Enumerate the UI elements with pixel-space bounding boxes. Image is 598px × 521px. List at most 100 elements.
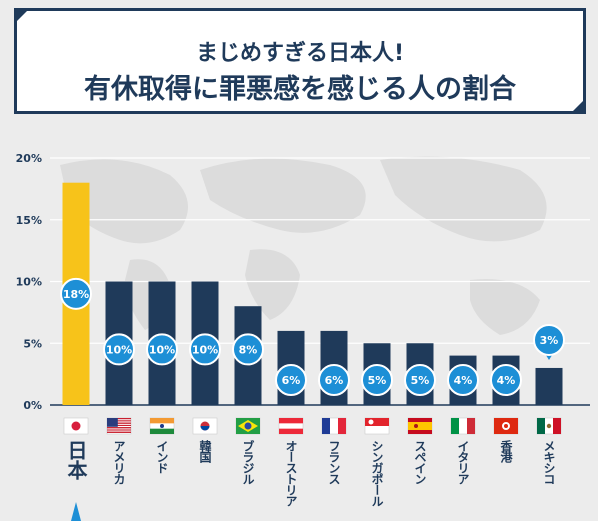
flag-stripe: [408, 422, 432, 430]
data-label-bubble: 6%: [318, 364, 350, 396]
data-label: 6%: [325, 374, 344, 387]
spain-flag: [407, 417, 433, 435]
data-label-bubble: 4%: [447, 364, 479, 396]
data-label: 10%: [106, 343, 132, 356]
flag-stripe: [107, 418, 118, 427]
data-label-bubble: 6%: [275, 364, 307, 396]
korea-flag: [192, 417, 218, 435]
country-label: オーストリア: [284, 440, 298, 506]
country-label: 香港: [499, 440, 513, 462]
country-label: 韓国: [198, 440, 212, 462]
bubble-circle: [60, 277, 92, 310]
flag-stripe: [107, 422, 131, 424]
data-label: 6%: [282, 374, 301, 387]
japan-flag: [63, 417, 89, 435]
country-label: スペイン: [413, 440, 427, 484]
data-label: 10%: [149, 343, 175, 356]
bubble-circle: [189, 333, 221, 366]
flag-emblem: [546, 423, 552, 429]
country-label: 日本: [64, 440, 88, 480]
india-flag: [149, 417, 175, 435]
italy-flag: [450, 417, 476, 435]
data-label-bubble: 10%: [103, 333, 135, 366]
data-label: 5%: [368, 374, 387, 387]
flag-stripe: [107, 427, 131, 429]
france-flag: [321, 417, 347, 435]
country-label: シンガポール: [370, 440, 384, 506]
data-label-bubble: 3%: [533, 323, 565, 360]
data-label: 4%: [454, 374, 473, 387]
data-label-bubble: 5%: [404, 364, 436, 396]
data-label: 10%: [192, 343, 218, 356]
flag-stripe: [107, 420, 131, 422]
y-tick-label: 5%: [23, 337, 42, 350]
chart-subtitle: まじめすぎる日本人!: [195, 41, 405, 66]
bubble-circle: [404, 364, 436, 396]
data-label-bubble: 4%: [490, 364, 522, 396]
y-tick-label: 20%: [16, 152, 42, 165]
flag-stripe: [322, 418, 330, 434]
y-tick-label: 0%: [23, 399, 42, 412]
flag-emblem: [160, 424, 164, 428]
flag-stripe: [537, 418, 545, 434]
country-label: ブラジル: [241, 440, 255, 484]
flag-stripe: [107, 424, 131, 426]
bubble-circle: [103, 333, 135, 366]
flag-stripe: [338, 418, 346, 434]
chart-title: 有休取得に罪悪感を感じる人の割合: [84, 74, 516, 105]
bubble-circle: [275, 364, 307, 396]
y-tick-label: 15%: [16, 214, 42, 227]
data-label-bubble: 10%: [146, 333, 178, 366]
flag-stripe: [150, 418, 174, 424]
flag-stripe: [451, 418, 459, 434]
flag-emblem: [368, 419, 374, 425]
flag-emblem: [414, 424, 418, 428]
austria-flag: [278, 417, 304, 435]
bubble-circle: [361, 364, 393, 396]
flag-stripe: [279, 428, 303, 434]
data-label: 18%: [63, 288, 89, 301]
bubble-circle: [232, 333, 264, 366]
title-corner-decoration: [14, 8, 30, 24]
bubble-circle: [490, 364, 522, 396]
country-label: メキシコ: [542, 440, 556, 484]
data-label-bubble: 5%: [361, 364, 393, 396]
bubble-circle: [533, 323, 565, 356]
pointer-arrow: [71, 502, 81, 521]
data-label-bubble: 8%: [232, 333, 264, 366]
flag-stripe: [467, 418, 475, 434]
data-label-bubble: 10%: [189, 333, 221, 366]
country-label: イタリア: [456, 440, 470, 484]
flag-stripe: [150, 428, 174, 434]
flag-emblem: [71, 421, 81, 431]
bar: [535, 367, 563, 405]
country-label: インド: [155, 440, 169, 473]
country-label: フランス: [327, 440, 341, 484]
data-label-bubble: 18%: [60, 277, 92, 310]
bubble-circle: [146, 333, 178, 366]
flag-stripe: [107, 429, 131, 431]
y-tick-label: 10%: [16, 276, 42, 289]
data-label: 8%: [239, 343, 258, 356]
singapore-flag: [364, 417, 390, 435]
title-corner-decoration: [570, 98, 586, 114]
flag-stripe: [365, 418, 389, 426]
mexico-flag: [536, 417, 562, 435]
flag-stripe: [279, 418, 303, 424]
data-label: 5%: [411, 374, 430, 387]
data-label: 4%: [497, 374, 516, 387]
world-map-background: [60, 156, 547, 335]
usa-flag: [106, 417, 132, 435]
flag-stripe: [107, 431, 131, 433]
bubble-circle: [318, 364, 350, 396]
country-label: アメリカ: [112, 440, 126, 484]
bubble-circle: [447, 364, 479, 396]
flag-emblem: [504, 424, 508, 428]
hongkong-flag: [493, 417, 519, 435]
flag-stripe: [553, 418, 561, 434]
flag-stripe: [408, 430, 432, 434]
title-box: まじめすぎる日本人! 有休取得に罪悪感を感じる人の割合: [14, 8, 586, 114]
flag-stripe: [408, 418, 432, 422]
brazil-flag: [235, 417, 261, 435]
